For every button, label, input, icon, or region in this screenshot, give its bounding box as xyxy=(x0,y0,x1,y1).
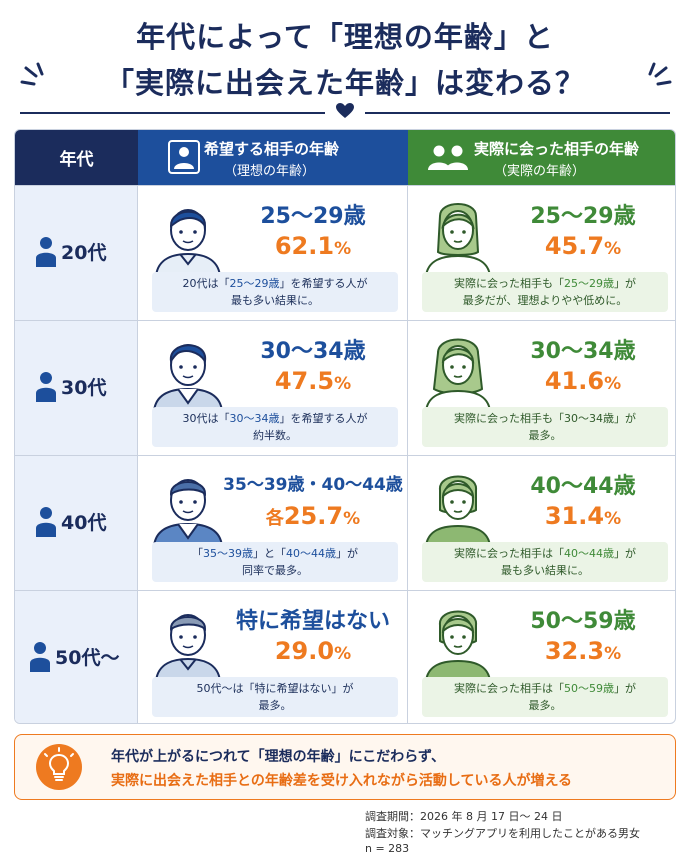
summary-callout: 年代が上がるにつれて「理想の年齢」にこだわらず、 実際に出会えた相手との年齢差を… xyxy=(14,734,676,800)
age-cell: 30代 xyxy=(15,321,138,455)
ideal-range: 25～29歳 xyxy=(260,204,366,229)
header-ideal: 希望する相手の年齢 （理想の年齢） xyxy=(138,130,408,185)
age-cell: 50代～ xyxy=(15,591,138,723)
header-age: 年代 xyxy=(15,130,138,185)
man-avatar-icon xyxy=(154,209,222,276)
real-note: 実際に会った相手も「25～29歳」が 最多だが、理想よりやや低めに。 xyxy=(422,272,668,312)
sparkle-lines-icon xyxy=(648,62,672,86)
ideal-note: 50代～は「特に希望はない」が 最多。 xyxy=(152,677,398,717)
person-icon xyxy=(168,140,200,174)
ideal-range: 35～39歳・40～44歳 xyxy=(223,475,403,495)
man-avatar-icon xyxy=(154,614,222,681)
real-note: 実際に会った相手は「50～59歳」が 最多。 xyxy=(422,677,668,717)
real-range: 25～29歳 xyxy=(530,204,636,229)
heart-icon xyxy=(336,103,354,118)
ideal-cell: 35～39歳・40～44歳 各25.7% 「35～39歳」と「40～44歳」が … xyxy=(138,456,408,590)
header-real-sub: （実際の年齢） xyxy=(494,164,586,179)
header: 年代によって「理想の年齢」と 「実際に出会えた年齢」は変わる？ xyxy=(0,0,690,130)
title-divider-right xyxy=(365,112,670,114)
page-title-line2: 「実際に出会えた年齢」は変わる？ xyxy=(104,66,585,100)
ideal-cell: 30～34歳 47.5% 30代は「30～34歳」を希望する人が 約半数。 xyxy=(138,321,408,455)
real-range: 50～59歳 xyxy=(530,609,636,634)
real-cell: 30～34歳 41.6% 実際に会った相手も「30～34歳」が 最多。 xyxy=(408,321,675,455)
ideal-range: 特に希望はない xyxy=(235,609,390,634)
real-range: 30～34歳 xyxy=(530,339,636,364)
real-percent: 31.4% xyxy=(544,502,622,530)
ideal-note: 「35～39歳」と「40～44歳」が 同率で最多。 xyxy=(152,542,398,582)
sparkle-lines-icon xyxy=(20,62,44,86)
real-percent: 41.6% xyxy=(544,367,622,395)
table-row: 40代 35～39歳・40～44歳 各25.7% 「35～39歳」と「40～44… xyxy=(15,455,675,590)
two-people-icon xyxy=(428,145,468,170)
age-cell: 20代 xyxy=(15,186,138,320)
man-avatar-icon xyxy=(152,344,224,411)
person-icon xyxy=(30,642,50,672)
real-cell: 40～44歳 31.4% 実際に会った相手は「40～44歳」が 最も多い結果に。 xyxy=(408,456,675,590)
woman-avatar-icon xyxy=(424,475,492,546)
person-icon xyxy=(36,507,56,537)
ideal-cell: 特に希望はない 29.0% 50代～は「特に希望はない」が 最多。 xyxy=(138,591,408,723)
header-ideal-main: 希望する相手の年齢 xyxy=(204,140,340,158)
ideal-cell: 25～29歳 62.1% 20代は「25～29歳」を希望する人が 最も多い結果に… xyxy=(138,186,408,320)
woman-avatar-icon xyxy=(424,203,492,276)
page-title-line1: 年代によって「理想の年齢」と xyxy=(136,20,554,54)
age-label: 50代～ xyxy=(55,647,120,669)
person-icon xyxy=(36,237,56,267)
header-real: 実際に会った相手の年齢 （実際の年齢） xyxy=(408,130,675,185)
real-cell: 25～29歳 45.7% 実際に会った相手も「25～29歳」が 最多だが、理想よ… xyxy=(408,186,675,320)
callout-line1: 年代が上がるにつれて「理想の年齢」にこだわらず、 xyxy=(111,749,446,765)
woman-avatar-icon xyxy=(424,610,492,681)
survey-n: n = 283 xyxy=(365,842,410,855)
man-avatar-icon xyxy=(152,479,224,546)
comparison-table: 年代 希望する相手の年齢 （理想の年齢） 実際に会った相手の年齢 （実際の年齢）… xyxy=(14,129,676,724)
table-row: 30代 30～34歳 47.5% 30代は「30～34歳」を希望する人が 約半数… xyxy=(15,320,675,455)
header-real-main: 実際に会った相手の年齢 xyxy=(474,140,640,158)
table-row: 50代～ 特に希望はない 29.0% 50代～は「特に希望はない」が 最多。 xyxy=(15,590,675,723)
survey-period: 調査期間：2026 年 8 月 17 日～ 24 日 xyxy=(365,810,563,823)
ideal-range: 30～34歳 xyxy=(260,339,366,364)
real-cell: 50～59歳 32.3% 実際に会った相手は「50～59歳」が 最多。 xyxy=(408,591,675,723)
real-percent: 32.3% xyxy=(544,637,622,665)
real-note: 実際に会った相手は「40～44歳」が 最も多い結果に。 xyxy=(422,542,668,582)
age-label: 40代 xyxy=(61,512,107,534)
real-note: 実際に会った相手も「30～34歳」が 最多。 xyxy=(422,407,668,447)
title-divider-left xyxy=(20,112,325,114)
ideal-percent: 29.0% xyxy=(274,637,352,665)
ideal-note: 20代は「25～29歳」を希望する人が 最も多い結果に。 xyxy=(152,272,398,312)
person-icon xyxy=(36,372,56,402)
callout-line2: 実際に出会えた相手との年齢差を受け入れながら活動している人が増える xyxy=(111,773,573,789)
woman-avatar-icon xyxy=(424,338,492,411)
real-range: 40～44歳 xyxy=(530,474,636,499)
survey-target: 調査対象：マッチングアプリを利用したことがある男女 xyxy=(365,827,640,840)
lightbulb-icon xyxy=(36,744,82,790)
ideal-percent: 62.1% xyxy=(274,232,352,260)
age-label: 20代 xyxy=(61,242,107,264)
header-ideal-sub: （理想の年齢） xyxy=(224,164,316,179)
ideal-percent: 47.5% xyxy=(274,367,352,395)
ideal-note: 30代は「30～34歳」を希望する人が 約半数。 xyxy=(152,407,398,447)
age-cell: 40代 xyxy=(15,456,138,590)
age-label: 30代 xyxy=(61,377,107,399)
ideal-percent: 各25.7% xyxy=(265,502,361,530)
table-row: 20代 25～29歳 62.1% 20代は「25～29歳」を希望する人が 最も多… xyxy=(15,185,675,320)
real-percent: 45.7% xyxy=(544,232,622,260)
